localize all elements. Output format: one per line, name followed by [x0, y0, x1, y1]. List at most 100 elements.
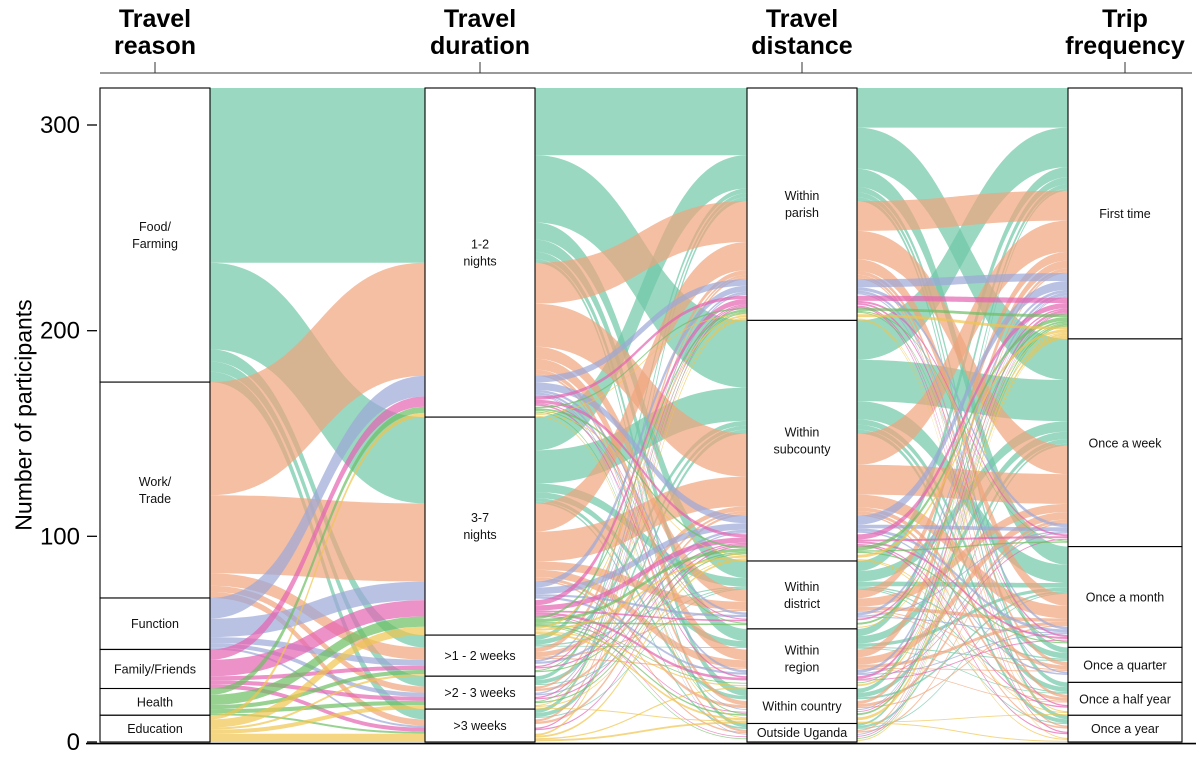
flow-ribbon — [857, 335, 1068, 721]
flow-ribbon — [210, 375, 425, 619]
flow-ribbon — [535, 306, 747, 729]
flow-ribbon — [857, 668, 1068, 703]
flow-ribbon — [535, 317, 747, 706]
flow-ribbon — [535, 291, 747, 662]
flow-ribbon — [857, 273, 1068, 288]
node-box[interactable] — [1067, 681, 1183, 716]
flow-ribbon — [535, 506, 747, 657]
node-label: Education — [127, 722, 183, 736]
flow-ribbon — [857, 271, 1068, 666]
flow-ribbon — [857, 251, 1068, 599]
node-label: 3-7 — [471, 511, 489, 525]
node-label: >1 - 2 weeks — [444, 649, 515, 663]
node-box[interactable] — [424, 416, 536, 636]
node-box[interactable] — [1067, 87, 1183, 340]
node-box[interactable] — [99, 381, 211, 599]
flow-ribbon — [857, 308, 1068, 621]
node-label: Within — [785, 580, 820, 594]
node-box[interactable] — [1067, 338, 1183, 548]
node-box[interactable] — [1067, 546, 1183, 648]
node-box[interactable] — [746, 722, 858, 743]
flow-ribbon — [857, 514, 1068, 729]
flow-ribbon — [535, 559, 747, 738]
node-label: >2 - 3 weeks — [444, 686, 515, 700]
flow-ribbon — [535, 311, 747, 671]
flow-ribbon — [857, 167, 1068, 572]
flow-ribbon — [857, 559, 1068, 713]
flow-ribbon — [857, 308, 1068, 318]
flow-ribbon — [535, 545, 747, 731]
flow-ribbon — [535, 395, 747, 735]
node-box[interactable] — [424, 675, 536, 710]
node-label: Once a week — [1089, 436, 1163, 450]
flow-ribbon — [857, 88, 1068, 128]
flow-ribbon — [535, 314, 747, 414]
node-box[interactable] — [746, 560, 858, 630]
flow-ribbon — [857, 303, 1068, 540]
node-box[interactable] — [1067, 714, 1183, 743]
node-box[interactable] — [424, 634, 536, 677]
node-box[interactable] — [99, 714, 211, 743]
flow-ribbon — [857, 545, 1068, 735]
y-tick-label: 100 — [40, 523, 80, 550]
flow-ribbon — [535, 295, 747, 400]
node-label: First time — [1099, 207, 1150, 221]
flow-ribbon — [535, 580, 747, 734]
flow-ribbon — [857, 312, 1068, 712]
node-label: Once a quarter — [1083, 658, 1166, 672]
node-label: Trade — [139, 492, 171, 506]
node-label: >3 weeks — [453, 719, 506, 733]
flow-ribbon — [210, 626, 425, 728]
flow-ribbon — [857, 190, 1068, 231]
node-label: Within — [785, 644, 820, 658]
flow-ribbon — [535, 513, 747, 724]
flow-ribbon — [857, 592, 1068, 729]
flow-ribbon — [535, 612, 747, 681]
node-label: Family/Friends — [114, 663, 196, 677]
flow-ribbon — [535, 631, 747, 687]
flow-ribbon — [857, 268, 1068, 704]
node-box[interactable] — [746, 319, 858, 562]
flow-ribbon — [210, 705, 425, 734]
flow-ribbon — [857, 271, 1068, 732]
node-label: region — [785, 661, 820, 675]
node-box[interactable] — [746, 628, 858, 690]
flow-ribbon — [535, 577, 747, 709]
flow-ribbon — [535, 614, 747, 713]
flow-ribbon — [535, 201, 747, 304]
flow-ribbon — [857, 544, 1068, 708]
node-box[interactable] — [99, 87, 211, 383]
flow-ribbon — [535, 596, 747, 675]
flow-ribbon — [535, 425, 747, 685]
node-label: 1-2 — [471, 238, 489, 252]
node-label: Outside Uganda — [757, 726, 847, 740]
flow-ribbon — [535, 523, 747, 595]
flow-ribbon — [857, 503, 1068, 607]
flow-ribbon — [857, 439, 1068, 698]
flow-ribbon — [535, 551, 747, 673]
flow-ribbon — [857, 323, 1068, 716]
flow-ribbon — [210, 495, 425, 582]
node-box[interactable] — [424, 708, 536, 743]
flow-ribbon — [210, 262, 425, 496]
flow-ribbon — [857, 647, 1068, 694]
node-box[interactable] — [746, 687, 858, 725]
node-label: Within — [785, 189, 820, 203]
flow-ribbon — [535, 309, 747, 619]
node-box[interactable] — [424, 87, 536, 418]
flow-ribbon — [857, 560, 1068, 740]
node-label: Work/ — [139, 475, 172, 489]
node-box[interactable] — [1067, 646, 1183, 683]
node-box[interactable] — [99, 648, 211, 690]
flow-ribbon — [535, 305, 747, 699]
flow-ribbon — [535, 369, 747, 706]
node-box[interactable] — [746, 87, 858, 321]
flow-ribbon — [535, 88, 747, 156]
flow-ribbon — [535, 312, 747, 702]
flow-ribbon — [535, 308, 747, 409]
flow-ribbon — [857, 313, 1068, 737]
flow-ribbon — [535, 285, 747, 588]
flow-ribbon — [857, 333, 1068, 687]
flow-ribbon — [535, 411, 747, 715]
flow-ribbon — [857, 722, 1068, 742]
